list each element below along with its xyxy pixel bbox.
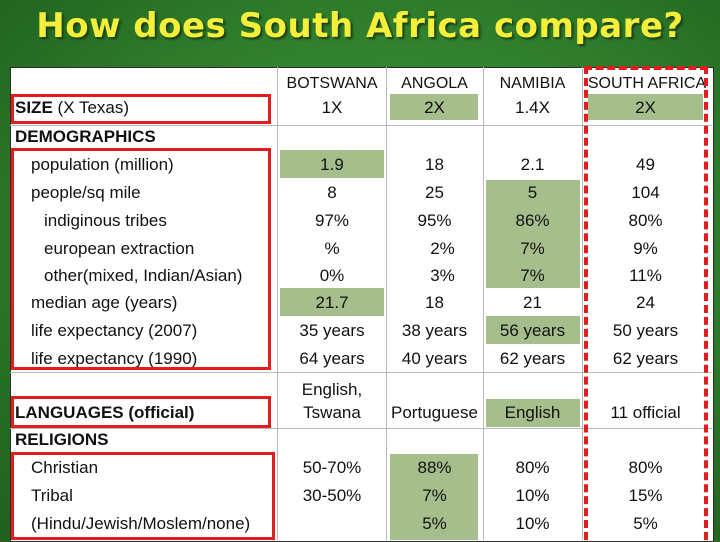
- highlight-cell: [486, 180, 580, 288]
- cell-botswana-density: 8: [327, 183, 337, 202]
- cell-namibia-median-age: 21: [523, 293, 542, 312]
- row-label-size: SIZE (X Texas): [15, 98, 129, 118]
- cell-botswana-language-2: Tswana: [303, 403, 361, 422]
- cell-namibia-size: 1.4X: [515, 98, 550, 117]
- row-label-population: population (million): [31, 155, 174, 174]
- grid-line: [386, 67, 387, 540]
- cell-namibia-other: 7%: [520, 266, 545, 285]
- grid-line: [10, 372, 712, 373]
- cell-angola-density: 25: [425, 183, 444, 202]
- row-label-tribal: Tribal: [31, 486, 73, 505]
- cell-south-africa-hindu: 5%: [633, 514, 658, 533]
- cell-botswana-tribal: 30-50%: [302, 486, 362, 505]
- cell-angola-other: 3%: [430, 266, 455, 285]
- row-label-life1990: life expectancy (1990): [31, 349, 198, 368]
- cell-angola-hindu: 5%: [422, 514, 447, 533]
- cell-namibia-european: 7%: [520, 239, 545, 258]
- row-label-size-unit: (X Texas): [57, 98, 130, 117]
- cell-angola-european: 2%: [430, 239, 455, 258]
- grid-line: [582, 67, 583, 540]
- cell-angola-tribal: 7%: [422, 486, 447, 505]
- cell-angola-christian: 88%: [417, 458, 452, 477]
- highlight-cell: [280, 288, 384, 316]
- cell-namibia-life2007: 56 years: [499, 321, 566, 340]
- cell-angola-size: 2X: [424, 98, 445, 117]
- cell-angola-life1990: 40 years: [401, 349, 468, 368]
- row-label-other: other(mixed, Indian/Asian): [44, 266, 243, 285]
- cell-south-africa-other: 11%: [629, 266, 662, 285]
- cell-south-africa-european: 9%: [633, 239, 658, 258]
- col-header-angola: ANGOLA: [401, 75, 468, 92]
- row-label-hindu: (Hindu/Jewish/Moslem/none): [31, 514, 251, 533]
- highlight-cell: [390, 454, 478, 540]
- cell-angola-language: Portuguese: [391, 403, 478, 422]
- col-header-south-africa: SOUTH AFRICA: [587, 75, 707, 92]
- cell-south-africa-indigenous: 80%: [628, 211, 663, 230]
- row-label-european: european extraction: [44, 239, 195, 258]
- cell-botswana-size: 1X: [321, 98, 343, 117]
- cell-south-africa-life2007: 50 years: [612, 321, 679, 340]
- highlight-cell: [588, 94, 703, 120]
- cell-botswana-life1990: 64 years: [299, 349, 365, 368]
- cell-botswana-european: %: [324, 239, 340, 258]
- cell-namibia-population: 2.1: [520, 155, 545, 174]
- cell-angola-life2007: 38 years: [401, 321, 468, 340]
- cell-namibia-language: English: [504, 403, 561, 422]
- cell-south-africa-language: 11 official: [610, 403, 681, 422]
- row-label-demographics: DEMOGRAPHICS: [15, 127, 156, 146]
- annotation-box-demographics: [11, 148, 271, 370]
- highlight-cell: [486, 399, 580, 427]
- cell-angola-indigenous: 95%: [417, 211, 452, 230]
- cell-namibia-density: 5: [527, 183, 538, 202]
- row-label-religions: RELIGIONS: [15, 430, 109, 449]
- row-label-life2007: life expectancy (2007): [31, 321, 198, 340]
- cell-botswana-population: 1.9: [320, 155, 344, 174]
- cell-south-africa-population: 49: [636, 155, 655, 174]
- annotation-box-languages: [11, 396, 271, 428]
- row-label-christian: Christian: [31, 458, 99, 477]
- annotation-box-religions: [11, 452, 275, 540]
- row-label-size-title: SIZE: [15, 98, 53, 117]
- cell-south-africa-density: 104: [631, 183, 660, 202]
- annotation-box-size: [11, 94, 271, 124]
- cell-south-africa-christian: 80%: [628, 458, 663, 477]
- highlight-cell: [486, 316, 580, 344]
- cell-angola-median-age: 18: [425, 293, 444, 312]
- cell-botswana-median-age: 21.7: [315, 293, 349, 312]
- grid-line: [277, 67, 278, 540]
- cell-botswana-christian: 50-70%: [302, 458, 362, 477]
- grid-line: [10, 125, 712, 126]
- row-label-density: people/sq mile: [31, 183, 141, 202]
- highlight-cell: [390, 94, 478, 120]
- grid-line: [483, 67, 484, 540]
- cell-south-africa-life1990: 62 years: [612, 349, 679, 368]
- cell-namibia-life1990: 62 years: [499, 349, 566, 368]
- cell-south-africa-tribal: 15%: [628, 486, 663, 505]
- annotation-dashed-south-africa: [584, 66, 708, 540]
- row-label-languages: LANGUAGES (official): [15, 403, 195, 422]
- cell-botswana-indigenous: 97%: [314, 211, 350, 230]
- cell-namibia-indigenous: 86%: [515, 211, 550, 230]
- cell-namibia-christian: 80%: [515, 458, 550, 477]
- highlight-cell: [280, 150, 384, 178]
- col-header-namibia: NAMIBIA: [499, 75, 566, 92]
- row-label-median-age: median age (years): [31, 293, 178, 312]
- grid-line: [10, 428, 712, 429]
- cell-botswana-language-1: English,: [301, 380, 363, 399]
- cell-namibia-hindu: 10%: [515, 514, 550, 533]
- cell-botswana-life2007: 35 years: [299, 321, 365, 340]
- cell-angola-population: 18: [425, 155, 444, 174]
- col-header-botswana: BOTSWANA: [286, 75, 378, 92]
- cell-south-africa-size: 2X: [635, 98, 656, 117]
- row-label-indigenous: indiginous tribes: [44, 211, 167, 230]
- cell-south-africa-median-age: 24: [636, 293, 655, 312]
- cell-botswana-other: 0%: [319, 266, 345, 285]
- slide-title: How does South Africa compare?: [36, 6, 684, 46]
- cell-namibia-tribal: 10%: [515, 486, 550, 505]
